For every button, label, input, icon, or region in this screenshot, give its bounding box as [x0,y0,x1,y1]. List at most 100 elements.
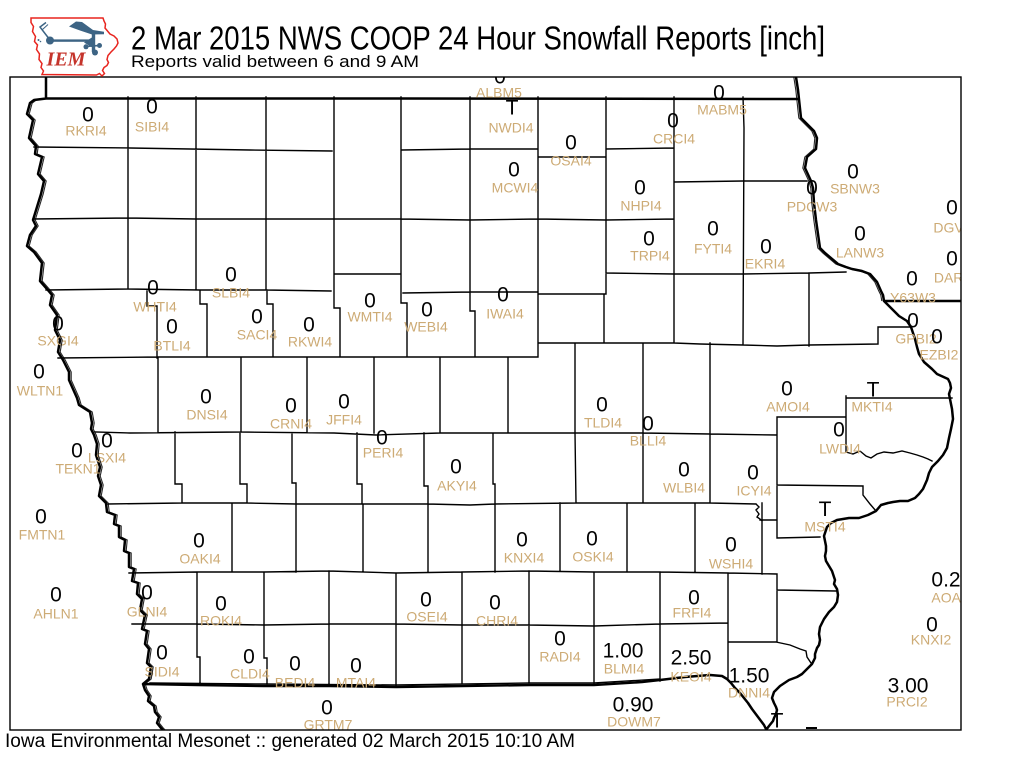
svg-text:0: 0 [338,391,350,414]
svg-text:CRCI4: CRCI4 [653,131,695,147]
svg-text:LANW3: LANW3 [836,245,884,261]
svg-text:WEBI4: WEBI4 [404,319,448,335]
svg-text:Y63W3: Y63W3 [890,290,936,306]
svg-text:ROKI4: ROKI4 [200,613,242,629]
svg-text:0: 0 [643,228,655,251]
svg-text:Reports valid between 6 and 9: Reports valid between 6 and 9 AM [131,53,419,71]
svg-text:EKRI4: EKRI4 [745,256,786,272]
svg-text:TRPI4: TRPI4 [630,248,670,264]
svg-text:WSHI4: WSHI4 [709,556,754,572]
svg-text:MSTI4: MSTI4 [804,519,845,535]
svg-text:2.50: 2.50 [671,647,712,670]
svg-text:0: 0 [926,614,938,637]
svg-text:0: 0 [285,395,297,418]
svg-text:0: 0 [489,592,501,615]
svg-text:GPBI2: GPBI2 [895,331,936,347]
svg-text:0: 0 [101,430,113,453]
svg-text:0: 0 [166,316,178,339]
svg-text:0: 0 [713,82,725,105]
svg-text:0: 0 [33,361,45,384]
svg-text:0: 0 [667,110,679,133]
svg-text:T: T [506,97,519,120]
svg-text:WHTI4: WHTI4 [133,299,177,315]
svg-text:LSXI4: LSXI4 [88,450,126,466]
svg-text:0: 0 [147,277,159,300]
svg-text:SIBI4: SIBI4 [135,119,169,135]
svg-text:KNXI2: KNXI2 [911,632,952,648]
svg-text:MABM5: MABM5 [697,102,747,118]
svg-text:NHPI4: NHPI4 [620,198,661,214]
svg-text:0: 0 [35,506,47,529]
svg-text:BTLI4: BTLI4 [153,338,191,354]
svg-text:GRTM7: GRTM7 [304,717,353,733]
svg-text:OAKI4: OAKI4 [179,551,220,567]
svg-text:0: 0 [141,582,153,605]
svg-text:T: T [867,379,880,402]
svg-text:AKYI4: AKYI4 [437,478,477,494]
svg-text:0: 0 [747,462,759,485]
svg-text:FMTN1: FMTN1 [19,527,66,543]
svg-text:WLTN1: WLTN1 [17,383,64,399]
svg-text:OSAI4: OSAI4 [550,153,591,169]
svg-text:MKTI4: MKTI4 [851,399,892,415]
svg-text:AHLN1: AHLN1 [33,606,78,622]
svg-text:0: 0 [289,653,301,676]
svg-text:EZBI2: EZBI2 [920,347,959,363]
svg-text:SIDI4: SIDI4 [144,664,179,680]
svg-text:CHRI4: CHRI4 [476,613,518,629]
svg-text:0: 0 [243,646,255,669]
svg-text:AOAI2: AOAI2 [931,590,972,606]
svg-text:0: 0 [586,528,598,551]
svg-text:0: 0 [350,655,362,678]
svg-text:WLBI4: WLBI4 [663,480,705,496]
svg-text:ALBM5: ALBM5 [476,85,522,101]
svg-text:2 Mar 2015 NWS COOP 24 Hour Sn: 2 Mar 2015 NWS COOP 24 Hour Snowfall Rep… [131,20,825,57]
svg-text:SACI4: SACI4 [237,327,278,343]
svg-text:0.2: 0.2 [931,569,960,592]
svg-text:PERI4: PERI4 [363,445,404,461]
svg-text:LWDI4: LWDI4 [819,441,861,457]
svg-text:0: 0 [596,394,608,417]
svg-text:SXGI4: SXGI4 [37,333,78,349]
svg-text:TEKN1: TEKN1 [55,461,100,477]
svg-text:0: 0 [854,223,866,246]
svg-text:0: 0 [725,534,737,557]
svg-text:0: 0 [146,96,158,119]
svg-text:CLDI4: CLDI4 [230,666,270,682]
svg-text:IWAI4: IWAI4 [486,306,524,322]
svg-text:0: 0 [156,642,168,665]
svg-text:NWDI4: NWDI4 [488,120,533,136]
svg-text:0: 0 [450,456,462,479]
svg-text:0: 0 [82,104,94,127]
svg-text:0: 0 [420,589,432,612]
svg-text:MTAI4: MTAI4 [336,675,376,691]
svg-text:0: 0 [688,587,700,610]
svg-text:0: 0 [634,177,646,200]
svg-text:0: 0 [497,284,509,307]
svg-text:0: 0 [50,584,62,607]
svg-text:MCWI4: MCWI4 [492,180,539,196]
svg-text:SBNW3: SBNW3 [830,181,880,197]
svg-text:0: 0 [847,161,859,184]
svg-text:BLMI4: BLMI4 [604,661,645,677]
svg-text:0: 0 [760,236,772,259]
svg-text:0: 0 [565,132,577,155]
svg-text:TLDI4: TLDI4 [584,415,622,431]
svg-text:JFFI4: JFFI4 [326,412,362,428]
svg-text:DGVW3: DGVW3 [933,220,985,236]
svg-text:ICYI4: ICYI4 [736,483,771,499]
svg-text:1.50: 1.50 [729,665,770,688]
svg-text:0: 0 [200,386,212,409]
svg-text:Iowa Environmental Mesonet ::: Iowa Environmental Mesonet :: generated … [5,731,575,752]
svg-text:0.90: 0.90 [613,694,654,717]
svg-text:AMOI4: AMOI4 [766,399,810,415]
svg-text:0: 0 [516,529,528,552]
svg-text:0: 0 [215,593,227,616]
svg-text:0: 0 [642,413,654,436]
svg-text:BLLI4: BLLI4 [630,433,667,449]
svg-text:RADI4: RADI4 [539,649,580,665]
svg-text:0: 0 [508,159,520,182]
svg-text:0: 0 [71,440,83,463]
svg-text:0: 0 [946,248,958,271]
svg-text:0: 0 [781,378,793,401]
